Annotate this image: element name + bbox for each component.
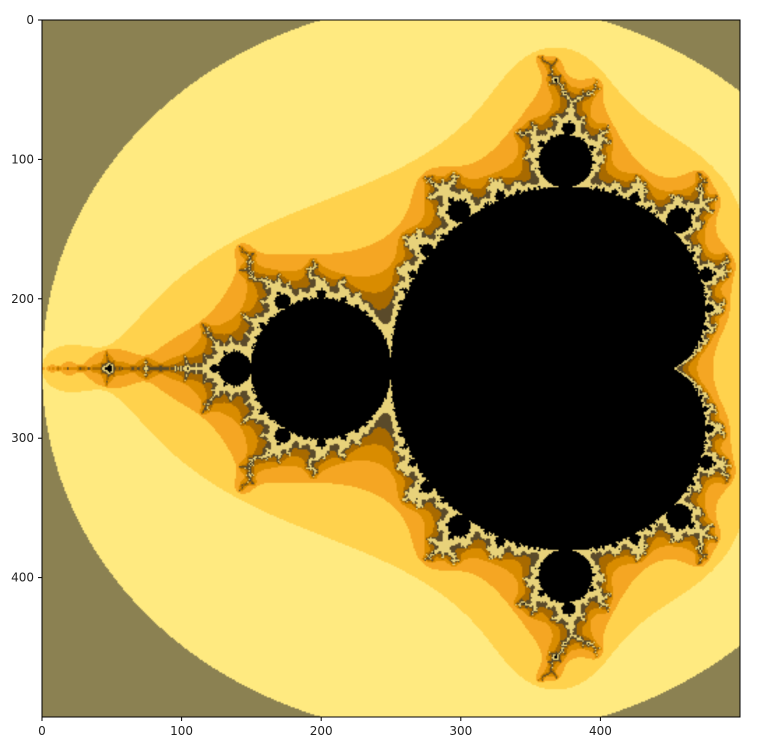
axes-frame: [41, 19, 741, 718]
y-tick-label: 300: [11, 431, 34, 445]
mandelbrot-image: [42, 20, 740, 717]
y-tick-label: 0: [26, 13, 34, 27]
y-tick-label: 100: [11, 152, 34, 166]
x-tick-label: 100: [170, 724, 193, 738]
y-tick-label: 200: [11, 292, 34, 306]
x-tick-label: 300: [449, 724, 472, 738]
x-tick-label: 400: [589, 724, 612, 738]
y-tick-label: 400: [11, 571, 34, 585]
x-tick-label: 200: [310, 724, 333, 738]
y-axis: 0 100 200 300 400: [11, 13, 42, 585]
x-axis: 0 100 200 300 400: [38, 717, 612, 738]
x-tick-label: 0: [38, 724, 46, 738]
